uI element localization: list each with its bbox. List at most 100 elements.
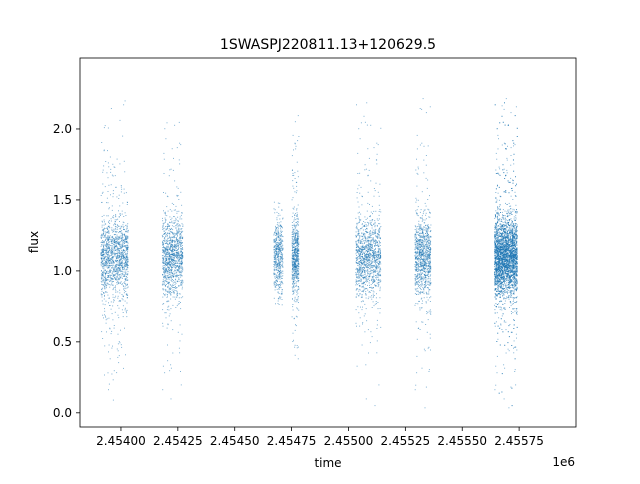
data-point <box>356 280 358 282</box>
data-point <box>275 234 277 236</box>
data-point <box>103 282 105 283</box>
data-point <box>178 285 180 287</box>
data-point <box>167 271 169 273</box>
data-point <box>175 278 177 280</box>
data-point <box>359 254 361 256</box>
data-point <box>373 271 375 273</box>
data-point <box>103 259 105 261</box>
data-point <box>275 261 277 263</box>
data-point <box>281 243 283 244</box>
data-point <box>104 227 105 229</box>
data-point <box>100 257 102 259</box>
data-point <box>164 217 166 219</box>
data-point <box>180 267 182 269</box>
data-point <box>180 241 181 243</box>
data-point <box>107 275 109 277</box>
data-point <box>294 263 296 265</box>
data-point <box>296 257 298 259</box>
data-point <box>281 277 282 279</box>
data-point <box>181 333 183 335</box>
data-point <box>125 237 127 239</box>
data-point <box>177 241 178 243</box>
data-point <box>367 251 368 253</box>
data-point <box>414 229 416 230</box>
data-point <box>125 279 127 281</box>
data-point <box>103 286 105 288</box>
data-point <box>367 258 369 260</box>
data-point <box>296 248 298 250</box>
data-point <box>182 248 184 250</box>
data-point <box>293 258 295 260</box>
data-point <box>168 272 170 273</box>
data-point <box>104 235 105 237</box>
data-point <box>371 298 373 300</box>
data-point <box>293 257 295 259</box>
data-point <box>176 253 178 254</box>
data-point <box>295 276 297 278</box>
data-point <box>104 310 106 312</box>
data-point <box>355 268 357 270</box>
data-point <box>116 237 118 239</box>
data-point <box>105 319 107 321</box>
data-point <box>121 294 123 295</box>
data-point <box>102 260 104 262</box>
data-point <box>273 255 275 257</box>
data-point <box>117 278 119 280</box>
data-point <box>358 247 360 249</box>
data-point <box>178 246 180 248</box>
data-point <box>282 272 284 274</box>
data-point <box>113 224 115 226</box>
data-point <box>179 239 181 241</box>
data-point <box>163 267 165 269</box>
data-point <box>364 169 366 171</box>
data-point <box>357 284 359 286</box>
data-point <box>120 255 122 257</box>
data-point <box>296 259 298 261</box>
data-point <box>277 237 279 238</box>
data-point <box>124 236 126 237</box>
data-point <box>113 251 115 253</box>
data-point <box>170 231 172 233</box>
data-point <box>372 271 374 273</box>
data-point <box>114 267 116 269</box>
data-point <box>376 268 378 270</box>
data-point <box>100 263 102 265</box>
data-point <box>169 269 171 271</box>
data-point <box>366 124 368 126</box>
data-point <box>127 267 129 269</box>
data-point <box>163 232 165 234</box>
data-point <box>376 237 378 238</box>
data-point <box>169 263 170 265</box>
data-point <box>369 222 371 224</box>
data-point <box>358 128 360 130</box>
data-point <box>291 286 293 288</box>
data-point <box>368 276 370 278</box>
data-point <box>112 196 114 198</box>
data-point <box>176 274 178 276</box>
data-point <box>278 266 280 268</box>
data-point <box>368 291 370 293</box>
data-point <box>162 255 164 256</box>
data-point <box>106 318 108 320</box>
data-point <box>103 279 105 281</box>
data-point <box>363 257 365 259</box>
data-point <box>274 257 276 259</box>
data-point <box>275 238 277 240</box>
data-point <box>357 234 359 236</box>
data-point <box>162 283 164 285</box>
data-point <box>112 279 114 280</box>
data-point <box>279 260 281 262</box>
data-point <box>277 292 279 294</box>
data-point <box>111 252 113 254</box>
data-point <box>277 248 278 250</box>
data-point <box>127 274 129 276</box>
data-point <box>124 240 126 242</box>
data-point <box>163 270 165 272</box>
data-point <box>372 250 374 251</box>
data-point <box>165 251 167 253</box>
data-point <box>358 270 360 272</box>
data-point <box>167 246 169 248</box>
data-point <box>111 373 113 375</box>
data-point <box>123 258 124 260</box>
data-point <box>165 285 166 287</box>
